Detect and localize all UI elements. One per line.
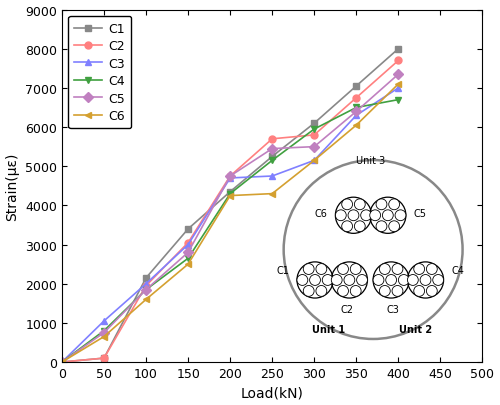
C2 <box>354 96 360 101</box>
C1 <box>396 47 402 52</box>
Line: C3: C3 <box>58 85 402 366</box>
C3 <box>269 174 275 179</box>
C6 <box>227 194 233 198</box>
C5 <box>396 72 402 77</box>
C6 <box>312 158 318 163</box>
Line: C1: C1 <box>58 46 402 366</box>
C4 <box>354 106 360 111</box>
C4 <box>312 127 318 132</box>
C5 <box>269 147 275 151</box>
C1 <box>101 356 107 361</box>
C5 <box>101 330 107 335</box>
C5 <box>354 110 360 115</box>
Line: C2: C2 <box>58 58 402 366</box>
C1 <box>227 190 233 195</box>
C1 <box>269 155 275 160</box>
C1 <box>59 360 65 364</box>
C6 <box>269 192 275 196</box>
C1 <box>185 227 191 232</box>
C4 <box>185 256 191 261</box>
C2 <box>185 241 191 245</box>
C6 <box>185 262 191 267</box>
C1 <box>143 276 149 281</box>
C3 <box>354 113 360 118</box>
C3 <box>185 243 191 247</box>
C1 <box>312 122 318 126</box>
C5 <box>227 174 233 179</box>
C2 <box>269 137 275 142</box>
C3 <box>227 176 233 181</box>
C5 <box>185 250 191 255</box>
C3 <box>312 158 318 163</box>
Legend: C1, C2, C3, C4, C5, C6: C1, C2, C3, C4, C5, C6 <box>68 17 131 129</box>
Y-axis label: Strain(με): Strain(με) <box>6 152 20 220</box>
C4 <box>59 360 65 364</box>
C4 <box>269 158 275 163</box>
C4 <box>396 98 402 103</box>
C5 <box>143 288 149 292</box>
C3 <box>396 86 402 91</box>
C4 <box>143 288 149 292</box>
C3 <box>101 319 107 324</box>
Line: C6: C6 <box>58 81 402 366</box>
C2 <box>59 360 65 364</box>
C2 <box>143 284 149 288</box>
C5 <box>59 360 65 364</box>
C2 <box>227 174 233 179</box>
C1 <box>354 84 360 89</box>
C3 <box>143 281 149 286</box>
Line: C4: C4 <box>58 97 402 366</box>
C2 <box>312 133 318 138</box>
C6 <box>396 82 402 87</box>
C4 <box>227 192 233 196</box>
C4 <box>101 328 107 333</box>
C5 <box>312 145 318 150</box>
C6 <box>101 334 107 339</box>
C6 <box>354 124 360 128</box>
C2 <box>101 356 107 361</box>
C2 <box>396 59 402 64</box>
C6 <box>143 297 149 302</box>
C6 <box>59 360 65 364</box>
X-axis label: Load(kN): Load(kN) <box>241 386 304 399</box>
Line: C5: C5 <box>58 72 402 366</box>
C3 <box>59 360 65 364</box>
